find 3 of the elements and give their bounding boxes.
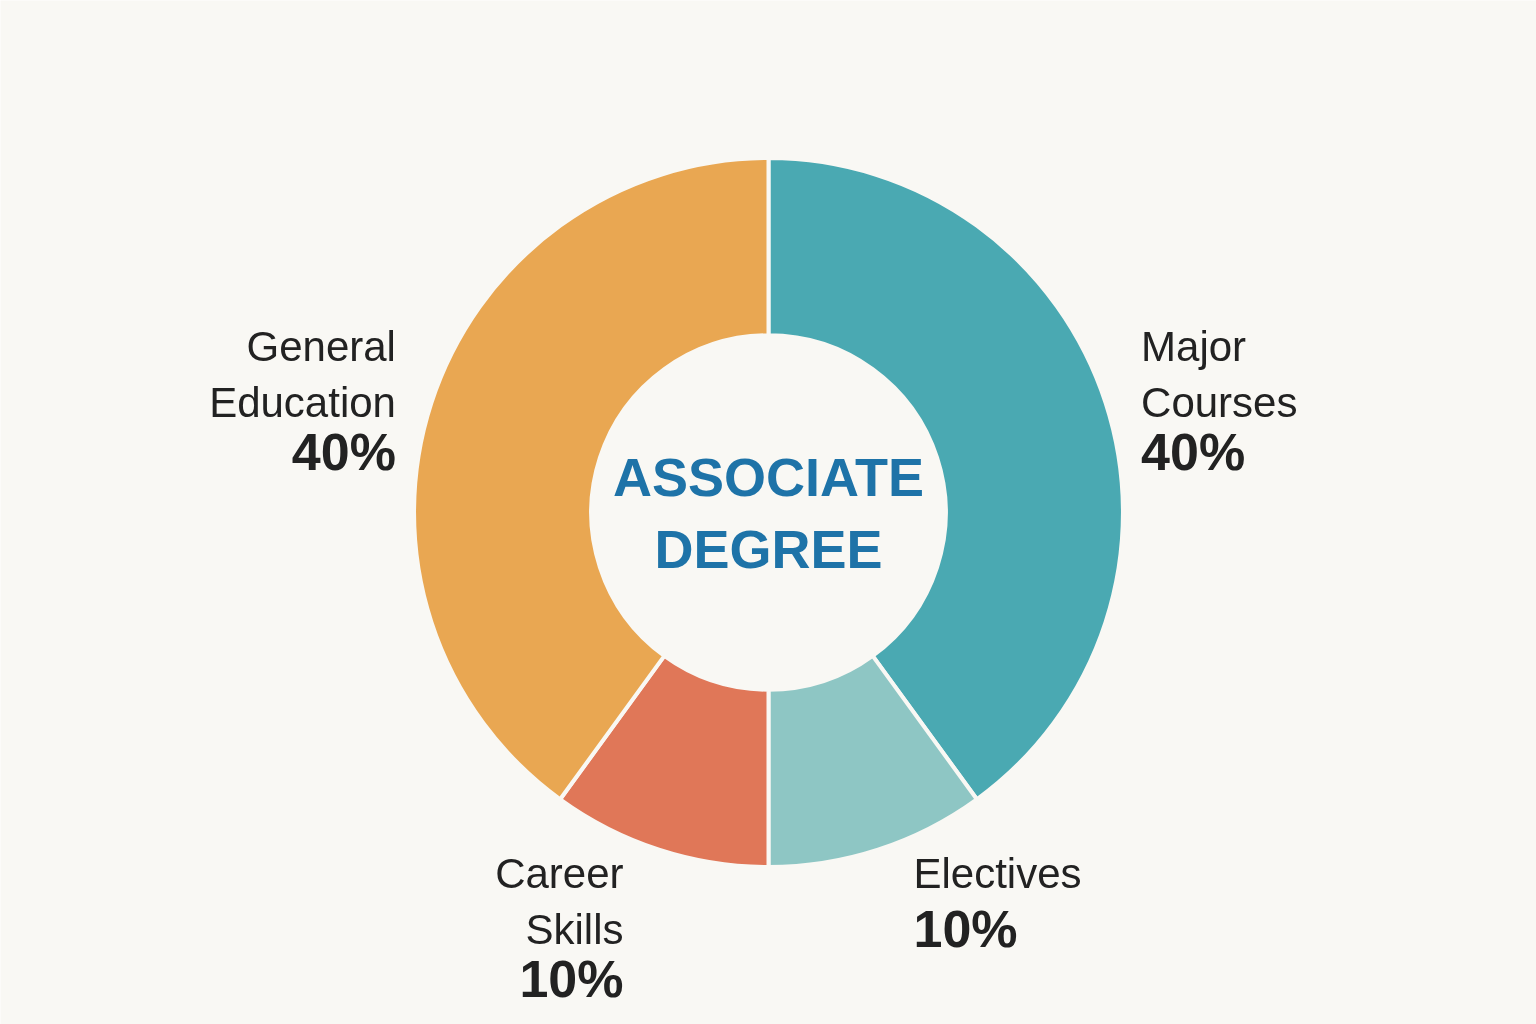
- data-label: 10%: [913, 900, 1018, 959]
- slice-label: Electives: [913, 849, 1082, 897]
- text: ASSOCIATE DEGREE: [612, 446, 925, 579]
